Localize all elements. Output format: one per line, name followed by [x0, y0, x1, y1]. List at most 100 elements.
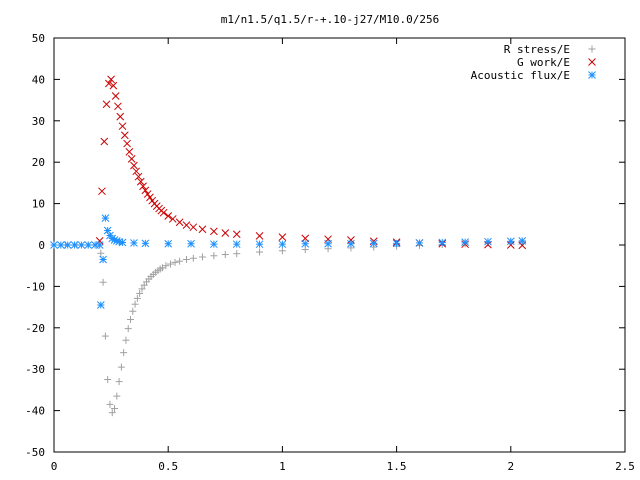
data-point: [122, 336, 130, 344]
data-point: [221, 251, 229, 259]
data-point: [109, 81, 118, 90]
data-point: [132, 167, 141, 176]
data-point: [136, 177, 145, 186]
data-point: [104, 79, 113, 88]
data-point: [278, 233, 287, 241]
data-marks: [50, 75, 527, 417]
data-point: [506, 241, 515, 249]
data-point: [99, 255, 107, 264]
data-point: [129, 307, 137, 315]
y-tick-label: -50: [25, 446, 45, 459]
y-tick-label: 0: [38, 239, 45, 252]
data-point: [100, 137, 109, 146]
data-point: [369, 239, 378, 248]
data-point: [125, 147, 134, 156]
data-point: [210, 240, 218, 249]
data-point: [189, 223, 198, 232]
data-point: [77, 241, 86, 249]
data-point: [134, 172, 143, 181]
data-point: [198, 225, 207, 234]
y-tick-label: -30: [25, 363, 45, 376]
x-tick-label: 0.5: [158, 460, 178, 473]
data-point: [518, 237, 527, 245]
data-point: [347, 239, 355, 248]
data-point: [107, 75, 115, 84]
y-tick-label: -20: [25, 322, 45, 335]
y-tick-label: -40: [25, 405, 45, 418]
data-point: [117, 363, 125, 371]
data-point: [164, 239, 173, 248]
data-point: [171, 258, 179, 266]
data-point: [164, 212, 173, 220]
data-point: [278, 247, 286, 255]
data-point: [130, 161, 138, 170]
data-point: [136, 289, 144, 297]
data-point: [255, 232, 264, 240]
data-point: [108, 409, 116, 417]
data-point: [99, 278, 107, 286]
data-point: [70, 241, 79, 249]
x-tick-label: 0: [51, 460, 58, 473]
data-point: [133, 294, 141, 302]
data-point: [118, 238, 127, 247]
y-tick-label: 30: [32, 115, 45, 128]
data-point: [120, 131, 129, 140]
legend-marker: [588, 71, 596, 79]
data-point: [104, 376, 112, 384]
data-point: [438, 238, 447, 247]
data-point: [63, 241, 72, 249]
data-point: [50, 241, 58, 249]
data-point: [159, 208, 168, 217]
legend-label: G work/E: [517, 56, 570, 69]
data-point: [141, 186, 150, 195]
data-point: [189, 254, 197, 262]
legend-marker: [588, 45, 596, 53]
data-point: [187, 239, 195, 248]
data-point: [166, 260, 174, 268]
data-point: [111, 92, 120, 100]
data-point: [506, 237, 515, 246]
data-point: [198, 253, 206, 261]
data-point: [301, 239, 310, 248]
data-point: [101, 332, 109, 340]
data-point: [221, 229, 230, 237]
data-point: [124, 325, 132, 333]
y-tick-label: 20: [32, 156, 45, 169]
data-point: [138, 285, 146, 293]
data-point: [301, 234, 310, 243]
data-point: [115, 378, 123, 386]
data-point: [106, 400, 114, 408]
data-point: [95, 241, 104, 249]
data-point: [210, 252, 218, 260]
data-point: [114, 102, 122, 111]
data-point: [176, 257, 184, 265]
data-point: [127, 316, 135, 324]
data-point: [143, 190, 152, 198]
chart-title: m1/n1.5/q1.5/r-+.10-j27/M10.0/256: [221, 13, 440, 26]
data-point: [168, 215, 177, 223]
data-point: [98, 187, 106, 196]
data-point: [101, 214, 110, 222]
series-3-points: [50, 214, 527, 309]
y-tick-label: -10: [25, 280, 45, 293]
x-tick-label: 1: [279, 460, 286, 473]
data-point: [113, 392, 121, 400]
legend-label: Acoustic flux/E: [471, 69, 570, 82]
data-point: [120, 349, 128, 357]
data-point: [232, 230, 241, 239]
axis-ticks: 0 0.5 1 1.5 2 2.5 50 40 30 20 10 0 -10 -20 -30 -40 -50: [25, 32, 635, 473]
legend-label: R stress/E: [504, 43, 570, 56]
data-point: [118, 122, 127, 131]
x-tick-label: 2: [507, 460, 514, 473]
series-1-points: [50, 238, 526, 417]
data-point: [255, 240, 264, 249]
data-point: [256, 248, 264, 256]
data-point: [84, 241, 93, 249]
data-point: [415, 239, 424, 247]
data-point: [127, 155, 136, 163]
data-point: [182, 255, 190, 263]
data-point: [324, 239, 332, 248]
data-point: [56, 241, 65, 249]
data-point: [210, 227, 218, 236]
